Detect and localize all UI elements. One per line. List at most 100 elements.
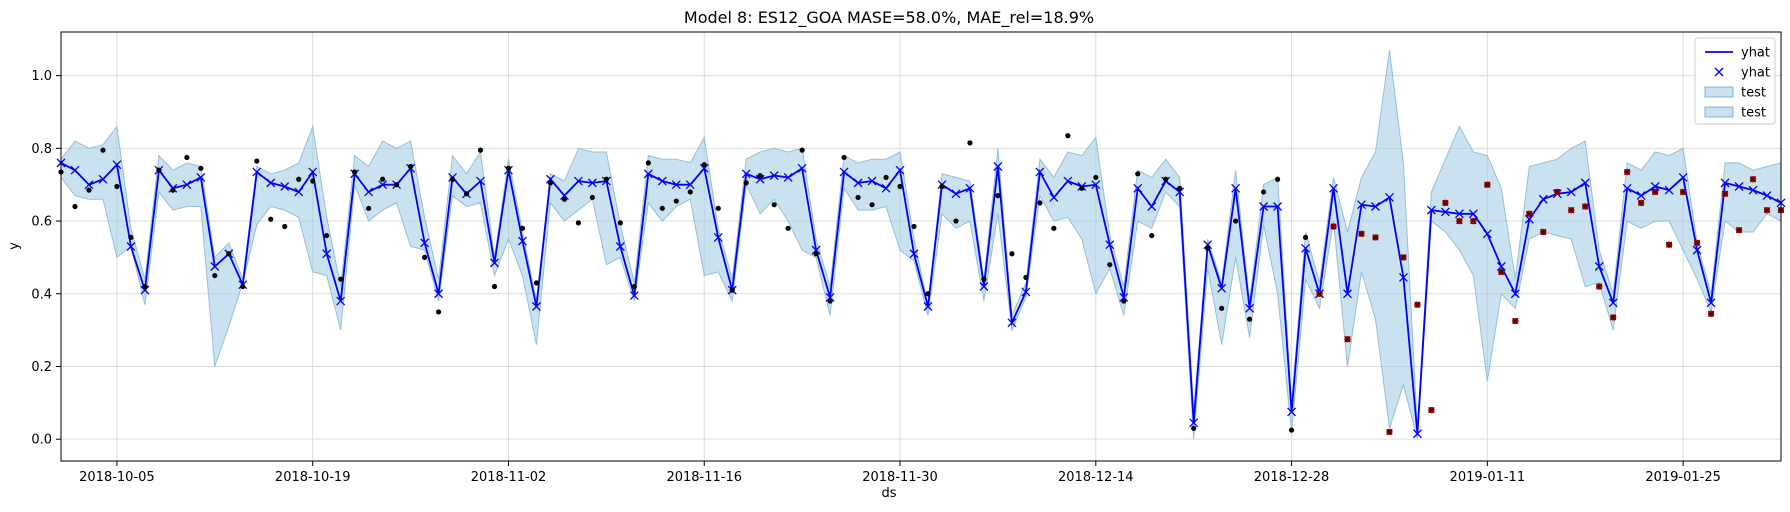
test-point-cross-stroke [1651,188,1659,196]
test-point-cross [1721,190,1729,197]
train-point [911,223,917,230]
train-point [729,287,735,293]
yhat-marker-stroke [1091,180,1101,190]
train-point [1177,185,1183,191]
yhat-line-path [60,162,1782,434]
yhat-marker-stroke [629,291,639,301]
yhat-marker [518,236,527,246]
test-point-cross-stroke [1344,336,1351,343]
yhat-marker-stroke [769,171,779,181]
train-point [771,202,777,208]
test-point-cross [1330,223,1337,230]
test-point-cross-stroke [1568,206,1575,214]
test-point-cross [1596,283,1603,290]
yhat-marker-stroke [755,174,765,184]
legend-label: test [1741,106,1766,121]
yhat-marker-stroke [965,183,975,193]
train-point [226,251,232,257]
yhat-marker-stroke [1259,202,1269,211]
yhat-marker-stroke [1231,183,1241,193]
yhat-marker-stroke [252,167,262,177]
test-point-cross [1316,290,1323,297]
x-tick-label: 2018-11-16 [666,470,742,485]
train-point [743,180,749,186]
yhat-marker-stroke [1482,229,1492,239]
yhat-marker [1538,194,1548,204]
yhat-marker [1664,185,1674,195]
train-point [533,280,540,286]
yhat-marker-stroke [1175,187,1185,197]
train-point [1023,274,1029,281]
legend-label: yhat [1741,66,1770,81]
yhat-marker [993,162,1003,171]
train-point [1093,174,1099,181]
yhat-marker-stroke [1343,289,1352,299]
yhat-marker-stroke [1762,191,1772,201]
train-point [114,183,120,190]
yhat-marker [531,302,541,311]
yhat-marker [965,183,975,193]
yhat-marker-stroke [685,180,695,190]
yhat-marker [1343,289,1352,299]
train-point [1302,234,1309,241]
yhat-marker-stroke [196,172,206,182]
train-point [198,165,204,171]
grid-lines [61,32,1781,461]
legend-band-swatch [1704,106,1734,118]
yhat-marker-stroke [364,187,374,197]
yhat-marker-stroke [783,172,793,182]
yhat-marker-stroke [531,302,541,311]
yhat-marker [741,169,751,179]
train-point [1037,200,1043,206]
yhat-marker [671,180,681,190]
x-tick-label: 2018-12-28 [1254,470,1330,485]
test-point-cross-stroke [1582,203,1589,210]
yhat-marker-stroke [1426,205,1436,215]
test-point-cross-stroke [1679,188,1687,196]
train-point [310,178,316,184]
train-point [631,283,637,290]
yhat-marker-stroke [420,238,430,248]
train-points [58,133,1309,433]
yhat-marker [294,187,304,197]
chart-title: Model 8: ES12_GOA MASE=58.0%, MAE_rel=18… [684,8,1094,28]
test-point-cross [1484,181,1491,188]
yhat-marker [769,171,779,181]
yhat-marker-stroke [1035,167,1045,177]
train-point [575,220,581,226]
yhat-marker [112,160,122,170]
train-point [1149,232,1155,239]
yhat-marker-stroke [1021,287,1031,297]
yhat-marker-stroke [1147,202,1157,211]
train-point [477,147,484,153]
yhat-marker-stroke [1510,289,1520,299]
train-point [841,154,847,161]
train-point [939,183,945,190]
yhat-marker-stroke [1049,192,1059,202]
train-point [547,180,554,186]
train-point [463,191,470,197]
test-point-cross [1707,310,1715,317]
yhat-marker [1706,298,1716,308]
legend-band-swatch [1704,86,1734,98]
test-point-cross [1651,188,1659,196]
train-point [1274,176,1281,182]
yhat-marker-stroke [1119,292,1129,302]
yhat-marker-stroke [182,180,192,190]
test-point-cross-stroke [1526,210,1533,217]
test-point-cross [1568,206,1575,214]
test-point-cross-stroke [1386,428,1393,436]
test-point-cross [1344,336,1351,343]
yhat-marker [378,180,388,190]
yhat-marker [434,289,444,299]
yhat-marker [308,167,318,177]
plot-frame [60,31,1782,462]
train-point [1219,305,1225,311]
train-point [366,205,372,211]
x-tick-label: 2018-12-14 [1058,470,1134,485]
yhat-marker-stroke [336,296,346,306]
train-point [995,193,1001,199]
train-point [1191,425,1197,431]
train-point [1261,189,1267,195]
yhat-marker-stroke [140,285,150,295]
